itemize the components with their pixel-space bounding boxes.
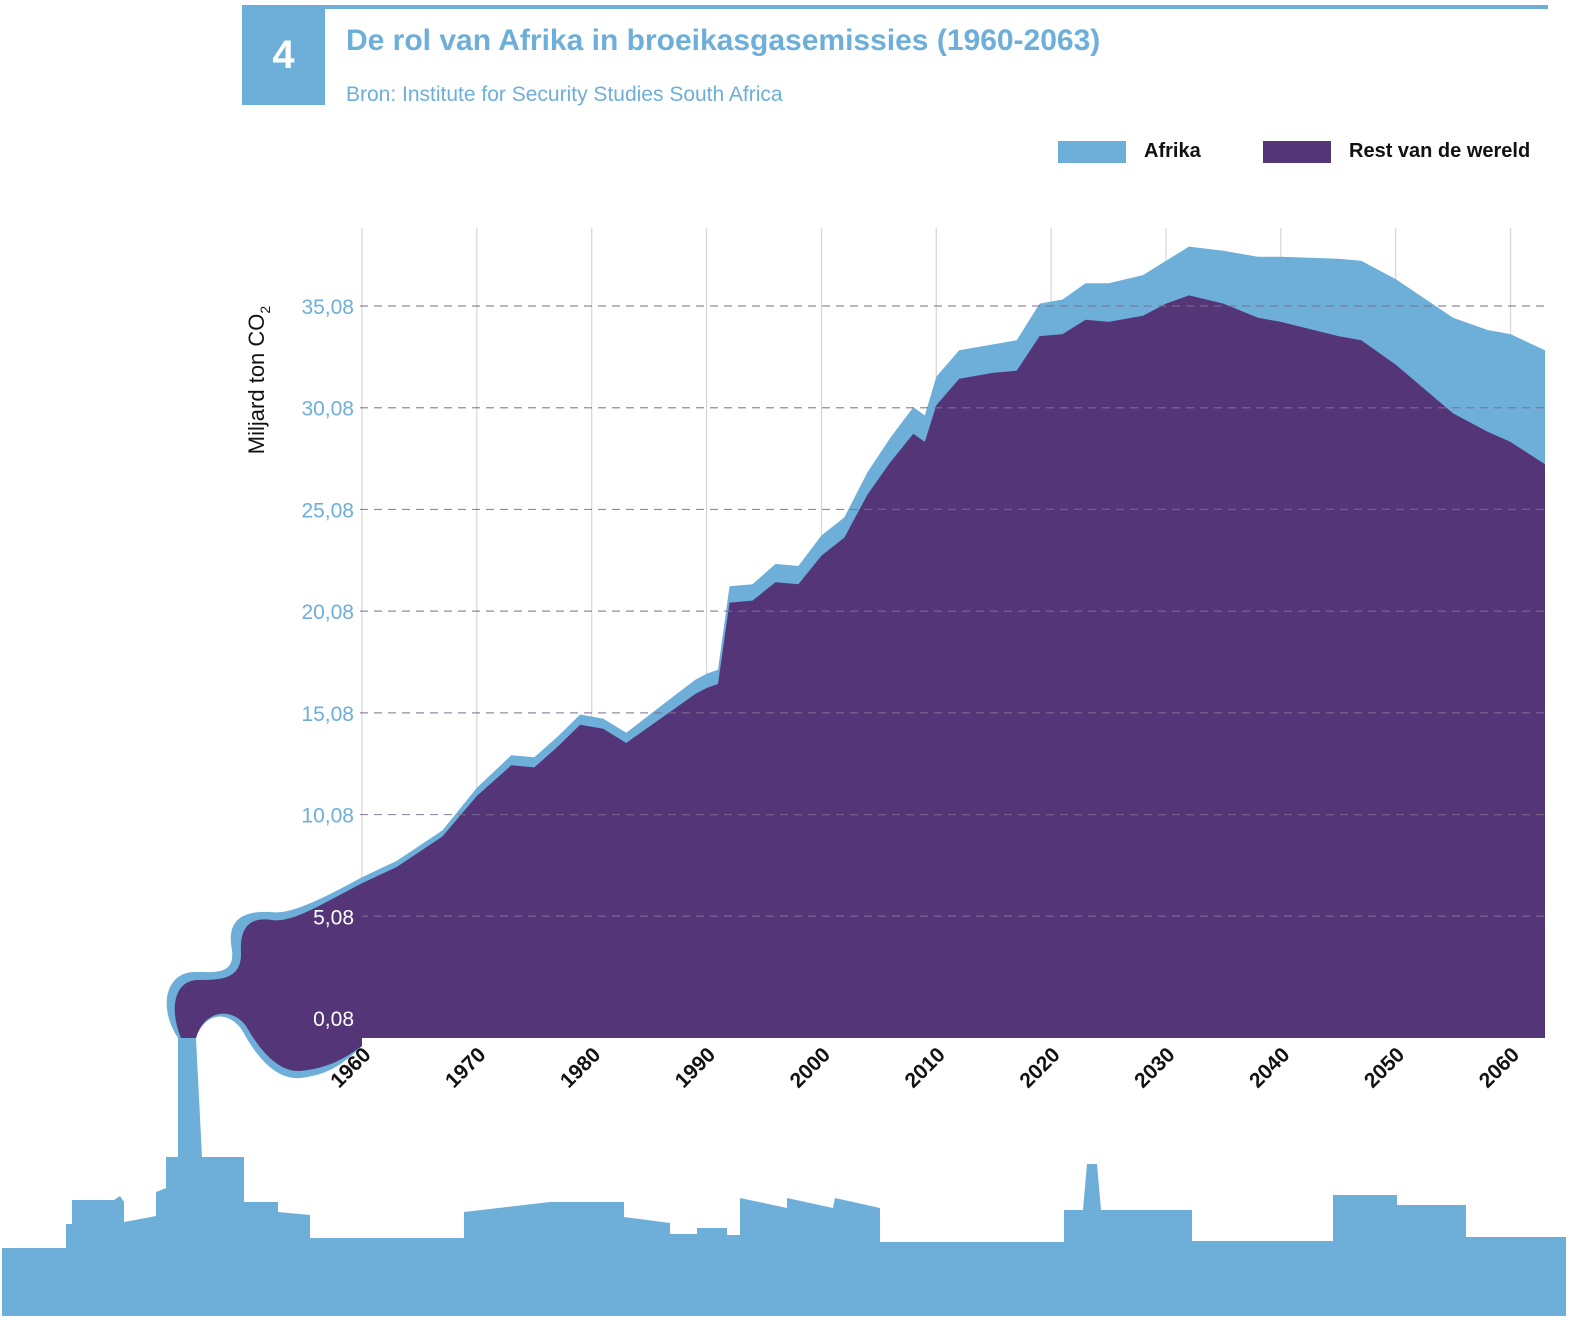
legend-item-afrika: Afrika [1058, 140, 1201, 163]
y-tick-label: 0,08 [313, 1008, 354, 1031]
legend-item-rest: Rest van de wereld [1263, 140, 1530, 163]
header-rule [242, 5, 1548, 9]
x-tick-label: 1990 [671, 1043, 720, 1092]
x-tick-label: 1970 [441, 1043, 490, 1092]
y-axis-ticks: 0,08 5,08 10,08 15,08 20,08 25,08 30,08 35,08 [301, 296, 354, 1031]
y-tick-label: 10,08 [301, 805, 354, 828]
x-tick-label: 2000 [786, 1043, 835, 1092]
y-axis-label: Miljard ton CO2 [244, 306, 273, 455]
legend-label-afrika: Afrika [1144, 140, 1201, 162]
factory-skyline [2, 1038, 1566, 1316]
smoke-plume-inner [174, 883, 362, 1072]
y-tick-label: 20,08 [301, 601, 354, 624]
x-tick-label: 2010 [901, 1043, 950, 1092]
smoke-decoration [166, 877, 362, 1079]
legend-swatch-afrika [1058, 140, 1126, 163]
figure-number: 4 [272, 32, 295, 77]
y-tick-label: 35,08 [301, 296, 354, 319]
x-tick-label: 2040 [1245, 1043, 1294, 1092]
x-tick-label: 2030 [1130, 1043, 1179, 1092]
factory-skyline-decoration [2, 1038, 1566, 1316]
y-tick-label: 25,08 [301, 499, 354, 522]
legend-label-rest: Rest van de wereld [1349, 140, 1531, 162]
figure-number-badge: 4 [242, 5, 325, 105]
stacked-areas [362, 246, 1545, 1039]
chart-title: De rol van Afrika in broeikasgasemissies… [346, 24, 1101, 57]
x-axis-ticks: 1960 1970 1980 1990 2000 2010 2020 2030 2040 2050… [326, 1043, 1524, 1092]
legend-swatch-rest [1263, 140, 1331, 163]
x-tick-label: 1980 [556, 1043, 605, 1092]
y-tick-label: 5,08 [313, 906, 354, 929]
area-rest-van-de-wereld [362, 295, 1545, 1038]
x-tick-label: 2060 [1475, 1043, 1524, 1092]
y-tick-label: 30,08 [301, 398, 354, 421]
x-tick-label: 2020 [1015, 1043, 1064, 1092]
y-tick-label: 15,08 [301, 703, 354, 726]
x-tick-label: 2050 [1360, 1043, 1409, 1092]
horizontal-gridlines [360, 305, 1548, 917]
chart-source: Bron: Institute for Security Studies Sou… [346, 83, 783, 106]
